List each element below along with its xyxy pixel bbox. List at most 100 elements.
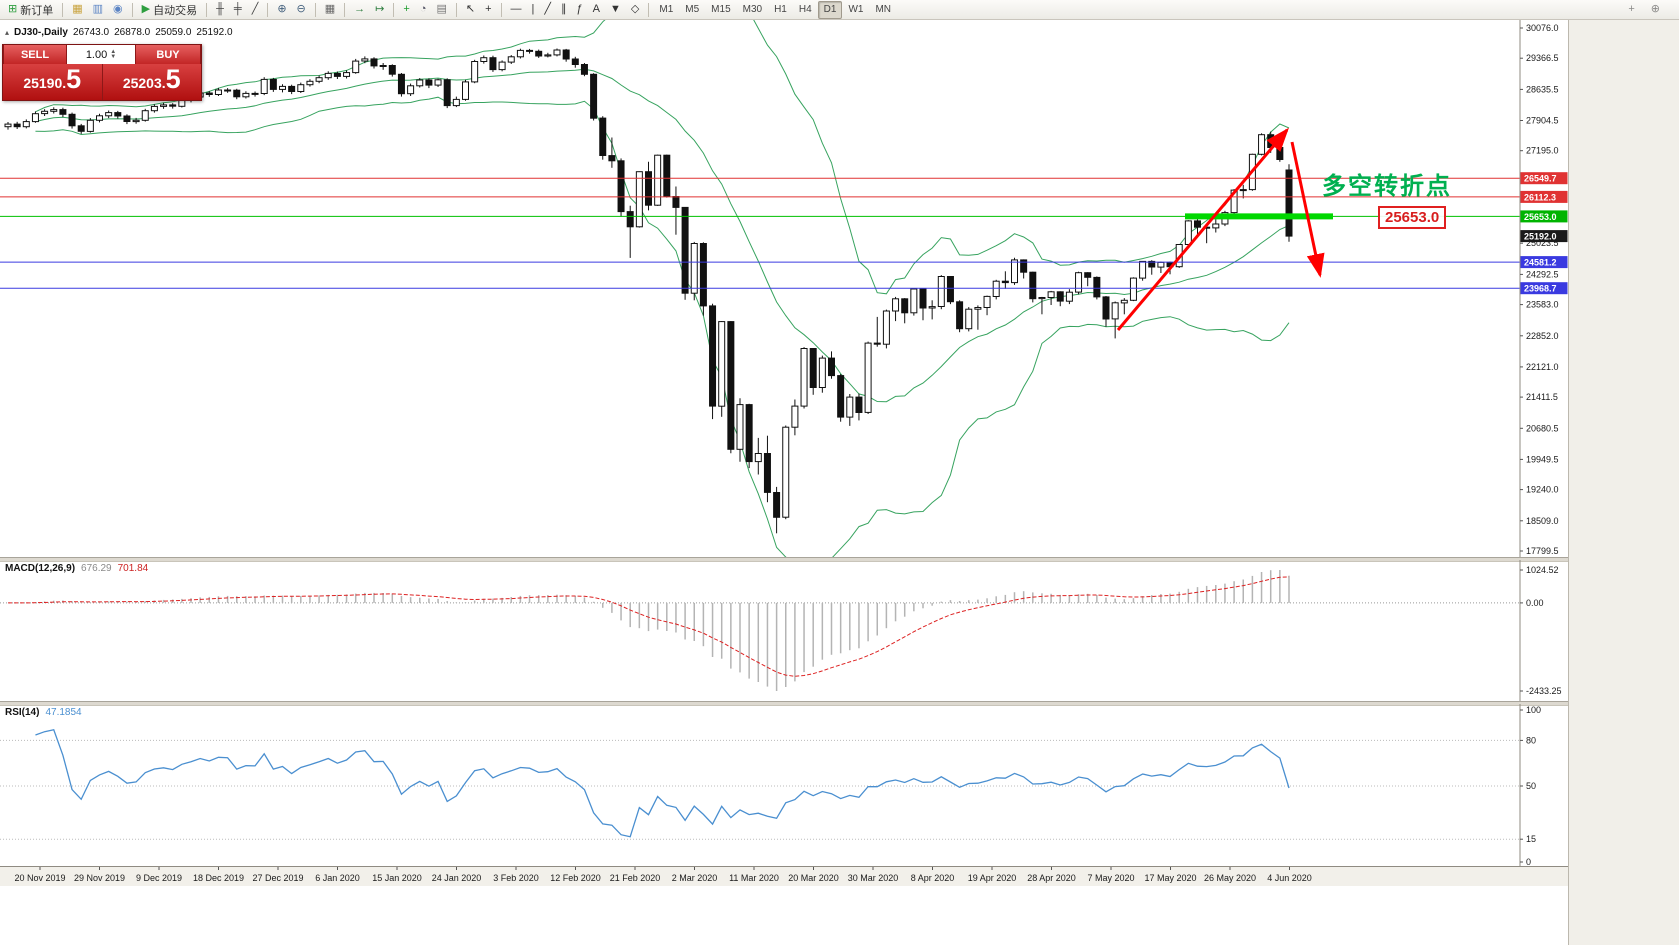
fibonacci-icon[interactable]: ƒ	[572, 0, 588, 19]
new-order-glyph: ⊞	[8, 3, 18, 15]
text-icon[interactable]: A	[588, 0, 605, 19]
shapes-icon[interactable]: ◇	[626, 0, 644, 19]
date-label: 7 May 2020	[1087, 873, 1134, 883]
toolbar-separator	[344, 2, 346, 17]
auto-scroll-icon[interactable]: →	[349, 0, 370, 19]
tile-windows-icon[interactable]: ▦	[320, 0, 340, 19]
date-label: 17 May 2020	[1144, 873, 1196, 883]
trendline-icon[interactable]: ╱	[539, 0, 556, 19]
macd-panel[interactable]: 1024.52 0.00 -2433.25	[0, 560, 1568, 701]
candlestick-chart-icon-glyph: ╪	[233, 3, 242, 15]
price-tick-label: 29366.5	[1526, 53, 1559, 63]
svg-text:26112.3: 26112.3	[1524, 192, 1556, 202]
panel-splitter[interactable]	[0, 557, 1568, 562]
rsi-scale-label: 80	[1526, 735, 1536, 745]
time-axis[interactable]: 20 Nov 2019 29 Nov 2019 9 Dec 2019 18 Dec 2…	[0, 866, 1568, 886]
volume-stepper[interactable]: ▲ ▼	[110, 48, 117, 60]
chart-shift-icon[interactable]: ↦	[370, 0, 389, 19]
crosshair-icon-glyph: +	[485, 3, 492, 15]
info-icon-glyph: ◉	[113, 3, 123, 15]
profiles-icon[interactable]: ▥	[88, 0, 108, 19]
svg-text:24581.2: 24581.2	[1524, 258, 1557, 268]
line-chart-icon[interactable]: ╱	[247, 0, 264, 19]
templates-icon-glyph: ▤	[436, 3, 447, 15]
bollinger-upper-band	[35, 20, 1290, 295]
timeframe-m15-button[interactable]: M15	[711, 3, 731, 15]
up-trend-arrow[interactable]	[1116, 127, 1289, 331]
panel-splitter[interactable]	[0, 701, 1568, 706]
toolbar-separator	[206, 2, 208, 17]
volume-value: 1.00	[85, 48, 108, 61]
macd-scale-label: -2433.25	[1526, 686, 1562, 696]
volume-input[interactable]: 1.00 ▲ ▼	[67, 45, 135, 64]
price-badge-26549.7	[1520, 172, 1568, 185]
svg-text:26549.7: 26549.7	[1524, 174, 1557, 184]
indicators-add-icon[interactable]: +	[398, 0, 414, 19]
info-icon[interactable]: ◉	[108, 0, 128, 19]
candlestick-chart-icon[interactable]: ╪	[229, 0, 247, 19]
timeframe-w1-button[interactable]: W1	[848, 3, 864, 15]
sell-price-big-digit: 5	[66, 64, 82, 94]
timeframe-d1-button[interactable]: D1	[817, 0, 843, 19]
buy-button[interactable]: BUY	[135, 45, 201, 64]
level-price-label[interactable]: 25653.0	[1378, 206, 1447, 229]
profiles-icon-glyph: ▥	[92, 3, 104, 15]
bar-chart-icon-glyph: ╫	[216, 3, 224, 15]
crosshair-pointer-icon[interactable]: +	[1628, 3, 1635, 15]
timeframe-mn-button[interactable]: MN	[875, 3, 892, 15]
sell-price-main: 25190.	[23, 75, 67, 91]
main-price-chart[interactable]: 30076.0 29366.5 28635.5 27904.5 27195.0 25023…	[0, 20, 1568, 557]
arrow-tool-icon[interactable]: ▼	[605, 0, 626, 19]
timeframe-h4-button[interactable]: H4	[798, 3, 812, 15]
timeframe-m1-button[interactable]: M1	[659, 3, 674, 15]
crosshair-icon[interactable]: +	[480, 0, 496, 19]
timeframe-m30-button[interactable]: M30	[742, 3, 763, 15]
vline-icon[interactable]: |	[527, 0, 540, 19]
sell-button[interactable]: SELL	[3, 45, 67, 64]
templates-icon[interactable]: ▤	[431, 0, 451, 19]
rsi-scale-label: 15	[1526, 834, 1536, 844]
chart-window: 30076.0 29366.5 28635.5 27904.5 27195.0 25023…	[0, 20, 1568, 945]
turning-point-annotation[interactable]: 多空转折点	[1322, 173, 1452, 200]
zoom-out-icon[interactable]: ⊖	[292, 0, 311, 19]
toolbar-separator	[267, 2, 269, 17]
date-label: 4 Jun 2020	[1267, 873, 1312, 883]
down-reversal-arrow[interactable]	[1290, 141, 1325, 278]
sell-price[interactable]: 25190. 5	[3, 64, 102, 100]
date-label: 26 May 2020	[1204, 873, 1256, 883]
buy-price[interactable]: 25203. 5	[101, 64, 202, 100]
zoom-in-icon[interactable]: ⊕	[272, 0, 291, 19]
zoom-in-icon-glyph: ⊕	[277, 3, 287, 15]
hline-icon[interactable]: —	[506, 0, 527, 19]
price-tick-label: 25023.5	[1526, 238, 1559, 248]
hline-icon-glyph: —	[510, 3, 522, 15]
charts-icon[interactable]: ▦	[67, 0, 87, 19]
toolbar-separator	[62, 2, 64, 17]
stepper-down-icon[interactable]: ▼	[110, 53, 117, 60]
indicators-add-icon-glyph: +	[403, 3, 410, 15]
magnifier-icon[interactable]: ⊕	[1650, 3, 1660, 15]
price-tick-label: 23583.0	[1526, 300, 1559, 310]
price-badge-23968.7	[1520, 282, 1568, 295]
rsi-scale-label: 50	[1526, 781, 1536, 791]
channel-icon[interactable]: ∥	[556, 0, 572, 19]
rsi-panel[interactable]: 100 80 50 15 0	[0, 704, 1568, 866]
channel-icon-glyph: ∥	[561, 3, 567, 15]
price-tick-label: 18509.0	[1526, 516, 1559, 526]
date-label: 6 Jan 2020	[315, 873, 360, 883]
rsi-line	[35, 729, 1290, 838]
chart-title: ▴ DJ30-,Daily 26743.0 26878.0 25059.0 25…	[5, 27, 233, 38]
cursor-icon[interactable]: ↖	[461, 0, 480, 19]
charts-icon-glyph: ▦	[72, 3, 83, 15]
macd-scale-label: 0.00	[1526, 598, 1544, 608]
timeframe-h1-button[interactable]: H1	[774, 3, 787, 15]
price-badge-24581.2	[1520, 256, 1568, 269]
stepper-up-icon[interactable]: ▲	[110, 48, 117, 55]
price-tick-label: 27195.0	[1526, 146, 1559, 156]
one-click-trading-panel: SELL 1.00 ▲ ▼ BUY 25190. 5 25203. 5	[2, 44, 202, 101]
auto-trading-button[interactable]: ▶ 自动交易	[137, 0, 202, 19]
timeframe-m5-button[interactable]: M5	[685, 3, 700, 15]
bar-chart-icon[interactable]: ╫	[211, 0, 229, 19]
new-order-button[interactable]: ⊞ 新订单	[3, 0, 58, 19]
period-icon[interactable]: ◔	[415, 0, 432, 19]
